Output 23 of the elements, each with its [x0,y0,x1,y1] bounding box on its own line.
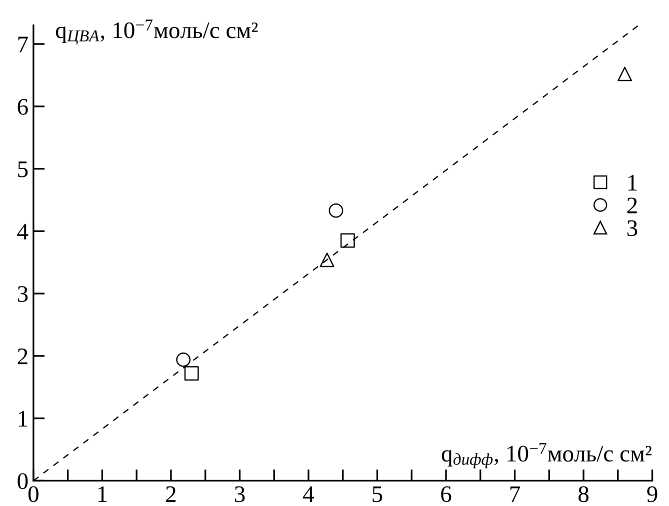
y-tick-label: 1 [18,410,28,427]
y-tick-label: 4 [17,224,28,240]
x-axis-title: q$_{дифф}$, 10$^{−7}$моль/с см² [442,443,652,468]
y-axis-title: q$_{ЦВА}$, 10$^{−7}$моль/с см² [56,20,258,45]
x-tick-label: 7 [510,486,520,502]
x-tick-label: 0 [28,486,38,502]
x-tick-label: 1 [98,486,107,502]
x-tick-label: 5 [372,486,382,502]
y-tick-label: 0 [18,473,28,490]
x-tick-label: 3 [234,486,245,502]
x-tick-label: 8 [578,486,589,502]
y-tick-label: 2 [18,348,28,364]
legend-label: 2 [627,198,637,214]
x-tick-label: 6 [441,486,452,502]
legend-label: 3 [627,220,638,236]
legend-label: 1 [628,174,637,190]
x-tick-label: 4 [303,486,314,502]
y-tick-label: 3 [18,286,28,302]
x-tick-label: 2 [166,486,176,502]
x-tick-label: 9 [647,486,658,502]
y-tick-label: 6 [18,98,28,115]
y-tick-label: 7 [18,36,28,52]
y-tick-label: 5 [18,162,28,178]
